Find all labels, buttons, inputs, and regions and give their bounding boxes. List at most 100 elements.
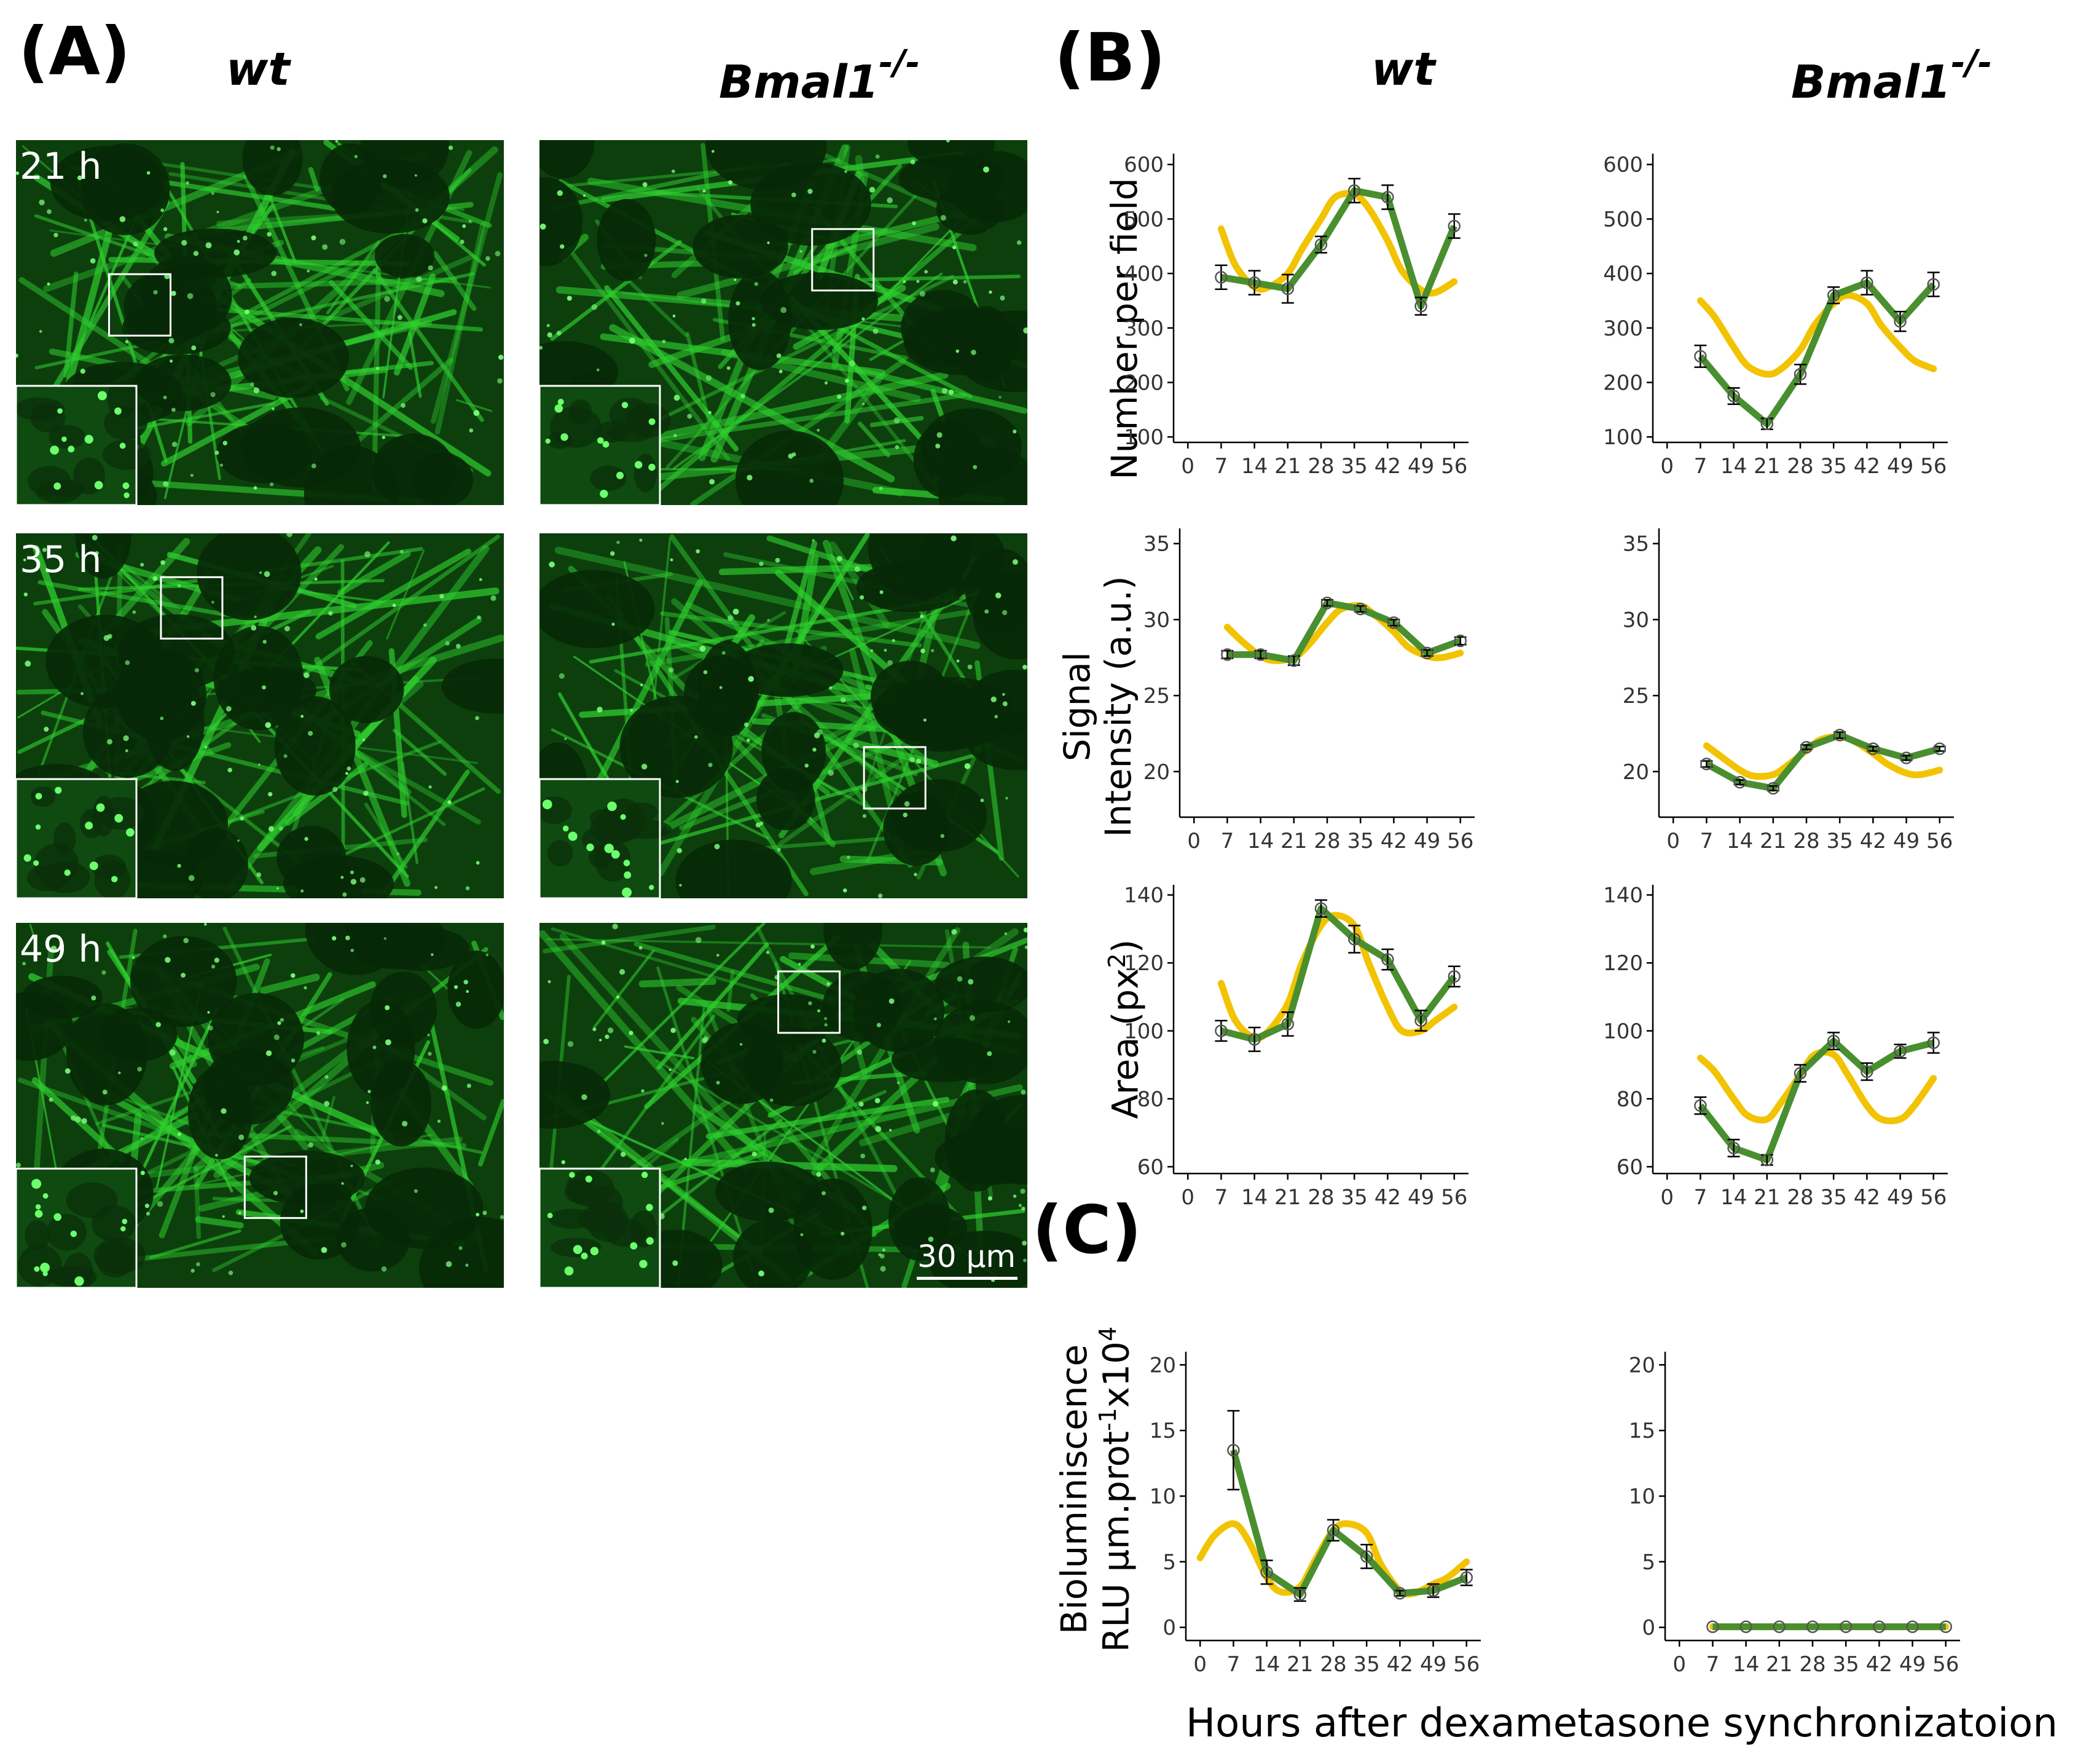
y-tick-label: 15 [1629, 1419, 1655, 1443]
micrograph-wt-35h-image [16, 533, 504, 898]
data-point [1806, 1620, 1819, 1633]
x-tick-label: 0 [1181, 1185, 1194, 1210]
data-point [1281, 1017, 1295, 1030]
y-tick-label: 300 [1124, 316, 1164, 341]
data-point [1839, 1620, 1853, 1633]
data-point [1833, 729, 1846, 742]
panel-label-b: (B) [1054, 20, 1166, 96]
col-head-a-ko-base: Bmal1 [719, 56, 879, 109]
x-tick-label: 21 [1274, 1185, 1301, 1210]
y-tick-label: 100 [1124, 1019, 1164, 1044]
y-tick-label: 10 [1150, 1484, 1176, 1509]
x-tick-label: 21 [1280, 829, 1307, 853]
b-number-wt-svg: 100 200 300 400 500 600 0 7 14 21 28 35 42 49 56 [1124, 153, 1469, 479]
observed-line [1698, 279, 1936, 428]
x-tick-label: 7 [1700, 829, 1714, 853]
y-tick-label: 10 [1629, 1484, 1655, 1509]
data-point [1867, 742, 1880, 755]
b-number-ko-svg: 100 200 300 400 500 600 0 7 14 21 28 35 42 49 56 [1603, 153, 1948, 479]
micrograph-wt-35h: 35 h [16, 533, 504, 898]
col-head-a-ko: Bmal1-/- [719, 43, 920, 109]
y-tick-label: 0 [1642, 1616, 1655, 1641]
chart-number-wt: 100 200 300 400 500 600 0 7 14 21 28 35 42 49 56 [1100, 141, 1481, 485]
b-intensity-ko-svg: 20 25 30 35 0 7 14 21 28 35 42 49 56 [1623, 528, 1954, 853]
data-point [1739, 1620, 1752, 1633]
x-tick-label: 35 [1347, 829, 1374, 853]
x-tick-label: 42 [1387, 1652, 1413, 1677]
data-point [1760, 417, 1774, 431]
y-tick-label: 0 [1163, 1616, 1176, 1641]
data-point [1927, 1036, 1940, 1049]
x-tick-label: 7 [1215, 1185, 1228, 1210]
y-tick-label: 120 [1124, 951, 1164, 976]
data-point [1347, 933, 1361, 946]
data-point [1933, 742, 1947, 755]
chart-intensity-ko: 20 25 30 35 0 7 14 21 28 35 42 49 56 [1585, 516, 1966, 860]
col-head-a-ko-sup: -/- [879, 43, 920, 83]
x-tick-label: 0 [1660, 1185, 1674, 1210]
data-point [1800, 740, 1813, 754]
data-point [1727, 1142, 1740, 1154]
micrograph-texture [16, 140, 504, 505]
x-tick-label: 21 [1754, 1185, 1780, 1210]
x-tick-label: 14 [1733, 1652, 1759, 1677]
data-point [1354, 602, 1367, 616]
fit-curve [1217, 190, 1458, 297]
x-tick-label: 21 [1754, 454, 1780, 479]
col-head-b-wt: wt [1371, 43, 1435, 96]
x-tick-label: 28 [1314, 829, 1340, 853]
zoom-inset [539, 778, 672, 898]
b-area-ko-svg: 60 80 100 120 140 0 7 14 21 28 35 42 49 56 [1603, 884, 1948, 1210]
data-point [1861, 276, 1873, 289]
x-tick-label: 42 [1854, 454, 1880, 479]
micrograph-wt-49h: 49 h [16, 923, 504, 1288]
observed-line [1220, 905, 1457, 1043]
data-point [1727, 390, 1740, 402]
x-tick-label: 35 [1827, 829, 1853, 853]
data-point [1427, 1584, 1440, 1597]
x-tick-label: 7 [1706, 1652, 1720, 1677]
micrograph-ko-21h [539, 140, 1027, 505]
x-tick-label: 14 [1720, 1185, 1747, 1210]
y-tick-label: 30 [1143, 608, 1170, 632]
x-tick-label: 0 [1672, 1652, 1686, 1677]
x-tick-label: 49 [1414, 829, 1440, 853]
data-point [1381, 190, 1394, 204]
x-tick-label: 35 [1821, 454, 1847, 479]
x-tick-label: 28 [1793, 829, 1819, 853]
x-tick-label: 42 [1381, 829, 1407, 853]
x-tick-label: 42 [1854, 1185, 1880, 1210]
zoom-inset [539, 1167, 661, 1288]
data-point [1254, 648, 1267, 661]
x-tick-label: 21 [1274, 454, 1301, 479]
y-tick-label: 25 [1143, 684, 1170, 708]
data-point [1939, 1620, 1953, 1633]
col-head-b-ko-sup: -/- [1951, 43, 1993, 83]
data-point [1293, 1588, 1307, 1601]
zoom-inset [539, 385, 671, 505]
x-tick-label: 56 [1932, 1652, 1959, 1677]
chart-area-ko: 60 80 100 120 140 0 7 14 21 28 35 42 49 56 [1579, 872, 1960, 1217]
data-point [1421, 646, 1433, 660]
micrograph-texture [539, 533, 1027, 898]
data-point [1394, 1586, 1406, 1600]
x-tick-label: 56 [1926, 829, 1953, 853]
data-point [1827, 1035, 1840, 1048]
x-tick-label: 14 [1241, 1185, 1268, 1210]
y-tick-label: 200 [1124, 370, 1164, 395]
data-point [1281, 282, 1295, 296]
data-point [1448, 219, 1461, 233]
x-tick-label: 42 [1374, 1185, 1401, 1210]
micrograph-wt-49h-image [16, 923, 504, 1288]
x-tick-label: 56 [1441, 454, 1467, 479]
x-tick-label: 49 [1893, 829, 1920, 853]
micrograph-texture [16, 923, 504, 1288]
y-tick-label: 500 [1603, 207, 1643, 232]
data-point [1460, 1571, 1473, 1584]
y-tick-label: 120 [1603, 951, 1643, 976]
x-tick-label: 21 [1766, 1652, 1792, 1677]
x-tick-label: 42 [1860, 829, 1886, 853]
data-point [1248, 1033, 1261, 1046]
zoom-inset [16, 1167, 146, 1288]
